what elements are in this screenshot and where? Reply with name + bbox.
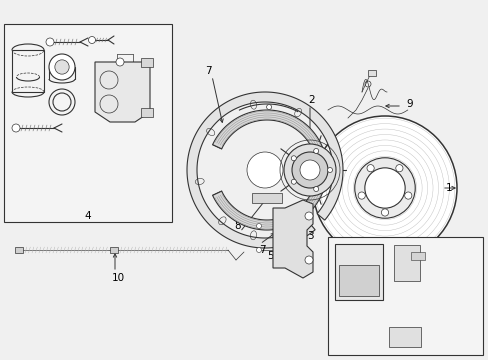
Text: 3: 3: [306, 231, 313, 241]
Circle shape: [381, 209, 388, 216]
Bar: [15, 247, 23, 253]
Bar: [367, 70, 375, 76]
Circle shape: [312, 116, 456, 260]
Circle shape: [305, 256, 312, 264]
Bar: [327, 237, 482, 355]
Text: 8: 8: [234, 221, 241, 231]
Circle shape: [357, 192, 365, 199]
Bar: [334, 244, 382, 300]
Circle shape: [291, 179, 296, 184]
Circle shape: [266, 104, 271, 109]
Circle shape: [284, 144, 335, 196]
Text: 10: 10: [111, 273, 124, 283]
Circle shape: [256, 248, 261, 252]
Text: 1: 1: [445, 183, 452, 193]
Bar: [141, 108, 153, 117]
Text: 7: 7: [204, 66, 211, 76]
Circle shape: [366, 165, 373, 172]
Bar: [338, 265, 378, 296]
Text: 7: 7: [258, 245, 265, 255]
Circle shape: [354, 158, 414, 218]
Circle shape: [116, 58, 124, 66]
Polygon shape: [212, 187, 323, 230]
Circle shape: [404, 192, 411, 199]
Text: 4: 4: [84, 211, 91, 221]
Circle shape: [313, 186, 318, 192]
Circle shape: [291, 156, 296, 161]
Polygon shape: [212, 110, 322, 151]
Bar: [141, 58, 153, 67]
Text: 5: 5: [266, 251, 273, 261]
Bar: [12, 50, 44, 92]
FancyBboxPatch shape: [388, 327, 420, 347]
Circle shape: [46, 38, 54, 46]
Bar: [110, 247, 118, 253]
Circle shape: [246, 152, 283, 188]
Circle shape: [364, 168, 405, 208]
Text: 9: 9: [405, 99, 412, 109]
Circle shape: [313, 148, 318, 153]
Circle shape: [395, 165, 402, 172]
Circle shape: [305, 212, 312, 220]
Circle shape: [327, 167, 332, 172]
FancyBboxPatch shape: [393, 245, 419, 281]
Circle shape: [49, 54, 75, 80]
Circle shape: [291, 152, 327, 188]
Polygon shape: [272, 200, 312, 278]
Text: 6: 6: [388, 345, 394, 355]
Circle shape: [12, 124, 20, 132]
Bar: [410, 252, 424, 260]
Polygon shape: [186, 92, 342, 248]
Circle shape: [256, 224, 261, 229]
Text: 2: 2: [308, 95, 315, 105]
Circle shape: [88, 36, 95, 44]
Bar: [4, 24, 172, 222]
Circle shape: [299, 160, 319, 180]
Circle shape: [55, 60, 69, 74]
Polygon shape: [95, 62, 150, 122]
Bar: [251, 193, 282, 203]
